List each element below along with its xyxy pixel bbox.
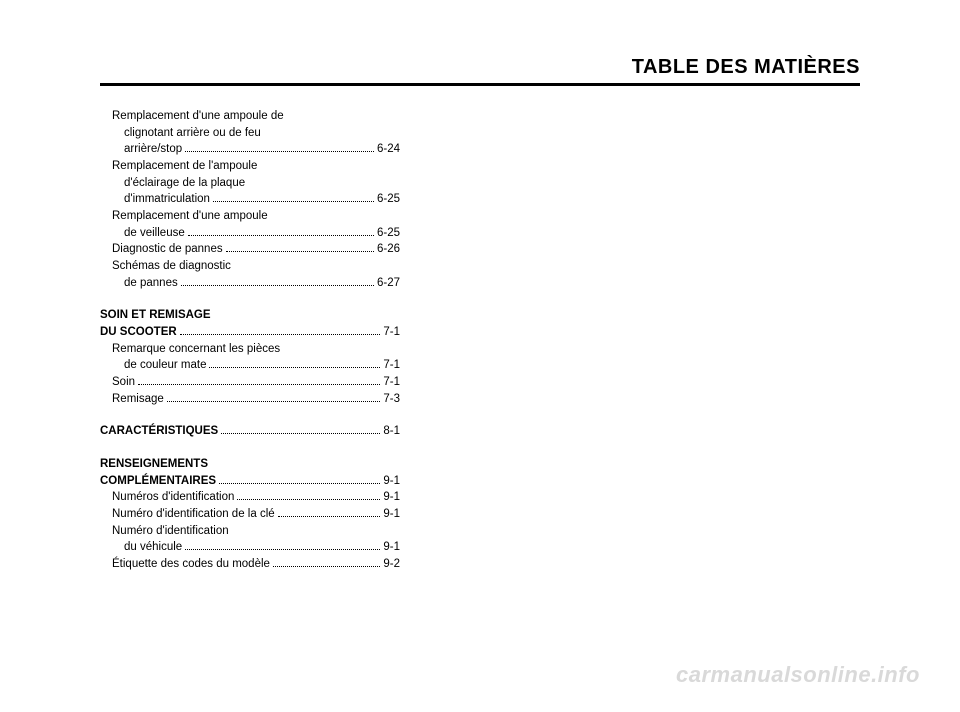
toc-page-number: 9-2: [383, 556, 400, 573]
toc-label: RENSEIGNEMENTS: [100, 456, 208, 473]
toc-line: Étiquette des codes du modèle 9-2: [100, 556, 400, 573]
toc-line: d'immatriculation 6-25: [100, 191, 400, 208]
toc-dots: [167, 393, 381, 402]
toc-dots: [278, 508, 381, 517]
toc-label: Remplacement de l'ampoule: [112, 158, 257, 175]
toc-page-number: 9-1: [383, 473, 400, 490]
toc-line: de veilleuse 6-25: [100, 225, 400, 242]
toc-block-4: RENSEIGNEMENTS COMPLÉMENTAIRES9-1Numéros…: [100, 456, 400, 573]
toc-line: Numéro d'identification de la clé 9-1: [100, 506, 400, 523]
toc-dots: [226, 243, 374, 252]
toc-line: Numéro d'identification: [100, 523, 400, 540]
toc-line: SOIN ET REMISAGE: [100, 307, 400, 324]
toc-page-number: 7-1: [383, 324, 400, 341]
toc-dots: [273, 558, 380, 567]
toc-label: Schémas de diagnostic: [112, 258, 231, 275]
toc-page-number: 9-1: [383, 489, 400, 506]
toc-label: Soin: [112, 374, 135, 391]
toc-line: Schémas de diagnostic: [100, 258, 400, 275]
toc-label: CARACTÉRISTIQUES: [100, 423, 218, 440]
page: TABLE DES MATIÈRES Remplacement d'une am…: [100, 56, 860, 672]
toc-page-number: 7-3: [383, 391, 400, 408]
toc-section-head: RENSEIGNEMENTS: [100, 456, 400, 473]
toc-dots: [185, 143, 374, 152]
toc-dots: [237, 491, 380, 500]
toc-dots: [181, 277, 374, 286]
toc-section-body: COMPLÉMENTAIRES9-1Numéros d'identificati…: [100, 473, 400, 573]
toc-page-number: 9-1: [383, 539, 400, 556]
toc-dots: [213, 193, 374, 202]
toc-dots: [221, 425, 380, 434]
toc-label: DU SCOOTER: [100, 324, 177, 341]
toc-page-number: 9-1: [383, 506, 400, 523]
toc-line: clignotant arrière ou de feu: [100, 125, 400, 142]
toc-dots: [188, 227, 374, 236]
toc-label: SOIN ET REMISAGE: [100, 307, 211, 324]
toc-page-number: 6-26: [377, 241, 400, 258]
toc-line: RENSEIGNEMENTS: [100, 456, 400, 473]
toc-dots: [138, 376, 380, 385]
toc-line: du véhicule 9-1: [100, 539, 400, 556]
toc-line: DU SCOOTER 7-1: [100, 324, 400, 341]
toc-label: COMPLÉMENTAIRES: [100, 473, 216, 490]
toc-label: d'immatriculation: [124, 191, 210, 208]
toc-label: Remarque concernant les pièces: [112, 341, 280, 358]
toc-page-number: 6-25: [377, 191, 400, 208]
toc-dots: [209, 359, 380, 368]
toc-section-body: DU SCOOTER 7-1 Remarque concernant les piè…: [100, 324, 400, 407]
toc-label: Remplacement d'une ampoule: [112, 208, 268, 225]
toc-page-number: 6-27: [377, 275, 400, 292]
toc-column: Remplacement d'une ampoule declignotant …: [100, 108, 400, 573]
page-header: TABLE DES MATIÈRES: [100, 56, 860, 86]
toc-line: Numéros d'identification 9-1: [100, 489, 400, 506]
toc-line: arrière/stop 6-24: [100, 141, 400, 158]
toc-line: Remplacement d'une ampoule: [100, 208, 400, 225]
toc-block-1: Remplacement d'une ampoule declignotant …: [100, 108, 400, 291]
toc-label: Diagnostic de pannes: [112, 241, 223, 258]
toc-line: de pannes 6-27: [100, 275, 400, 292]
toc-line: Diagnostic de pannes 6-26: [100, 241, 400, 258]
toc-label: arrière/stop: [124, 141, 182, 158]
toc-line: COMPLÉMENTAIRES 9-1: [100, 473, 400, 490]
toc-line: Remplacement de l'ampoule: [100, 158, 400, 175]
toc-section-head: SOIN ET REMISAGE: [100, 307, 400, 324]
toc-label: clignotant arrière ou de feu: [124, 125, 261, 142]
toc-line: Soin 7-1: [100, 374, 400, 391]
toc-line: de couleur mate 7-1: [100, 357, 400, 374]
toc-label: d'éclairage de la plaque: [124, 175, 245, 192]
toc-dots: [180, 326, 381, 335]
toc-label: Numéro d'identification: [112, 523, 229, 540]
toc-label: du véhicule: [124, 539, 182, 556]
toc-page-number: 6-25: [377, 225, 400, 242]
toc-line: Remisage 7-3: [100, 391, 400, 408]
toc-label: de pannes: [124, 275, 178, 292]
toc-line: CARACTÉRISTIQUES 8-1: [100, 423, 400, 440]
page-title: TABLE DES MATIÈRES: [100, 56, 860, 79]
toc-dots: [219, 475, 380, 484]
toc-page-number: 7-1: [383, 374, 400, 391]
toc-label: de veilleuse: [124, 225, 185, 242]
toc-line: Remplacement d'une ampoule de: [100, 108, 400, 125]
toc-page-number: 7-1: [383, 357, 400, 374]
toc-label: Numéros d'identification: [112, 489, 234, 506]
toc-line: d'éclairage de la plaque: [100, 175, 400, 192]
toc-page-number: 6-24: [377, 141, 400, 158]
toc-label: Numéro d'identification de la clé: [112, 506, 275, 523]
toc-label: de couleur mate: [124, 357, 206, 374]
toc-page-number: 8-1: [383, 423, 400, 440]
toc-label: Étiquette des codes du modèle: [112, 556, 270, 573]
toc-block-2: SOIN ET REMISAGE DU SCOOTER 7-1 Remarque c…: [100, 307, 400, 407]
toc-label: Remplacement d'une ampoule de: [112, 108, 284, 125]
toc-dots: [185, 541, 380, 550]
toc-label: Remisage: [112, 391, 164, 408]
toc-line: Remarque concernant les pièces: [100, 341, 400, 358]
toc-block-3: CARACTÉRISTIQUES 8-1: [100, 423, 400, 440]
